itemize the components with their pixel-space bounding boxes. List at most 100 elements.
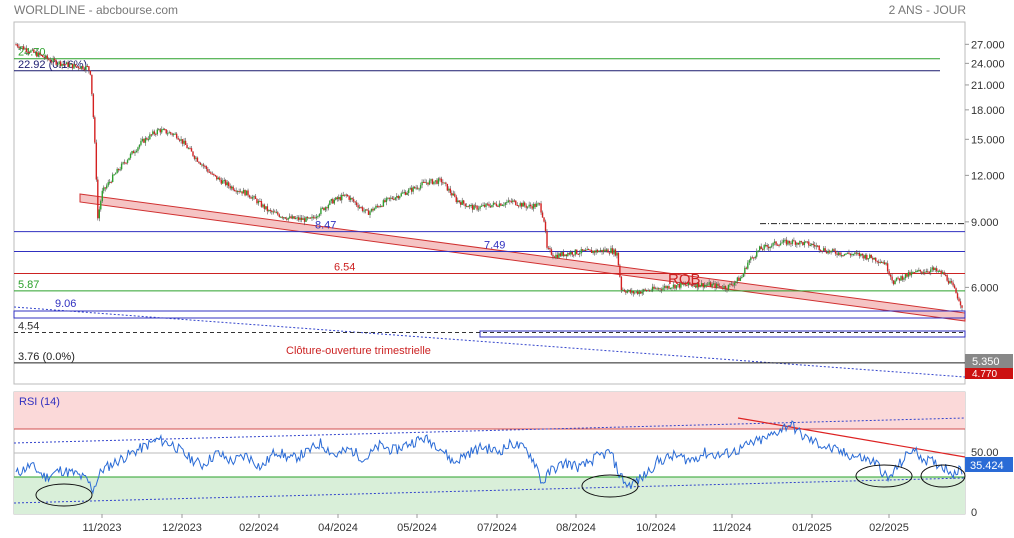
candle-body — [245, 190, 248, 196]
candle-body — [286, 218, 288, 220]
candle-body — [253, 196, 255, 198]
candle-body — [333, 199, 336, 204]
candle-body — [474, 205, 477, 207]
previous-low: 4.770 — [972, 369, 997, 380]
candle-body — [583, 250, 585, 252]
y-tick-label-0: 27.000 — [971, 39, 1005, 51]
candle-body — [302, 218, 304, 220]
candle-body — [546, 231, 548, 248]
candle-body — [137, 147, 139, 151]
candle-body — [434, 180, 437, 182]
candle-body — [599, 249, 602, 252]
candle-body — [443, 182, 446, 184]
candle-body — [949, 281, 951, 284]
candle-body — [280, 216, 282, 218]
candle-body — [287, 217, 289, 220]
candle-body — [355, 202, 358, 206]
candle-body — [629, 289, 632, 293]
candle-body — [558, 253, 560, 258]
candle-body — [37, 52, 40, 57]
candle-body — [336, 197, 338, 200]
candle-body — [910, 272, 913, 276]
candle-body — [825, 251, 828, 254]
candle-body — [880, 261, 883, 263]
candle-body — [53, 58, 56, 61]
candle-body — [729, 283, 731, 285]
candle-body — [498, 203, 501, 207]
candle-body — [574, 249, 576, 255]
candle-body — [849, 253, 852, 256]
candle-body — [693, 285, 695, 287]
candle-body — [288, 216, 291, 218]
candle-body — [214, 174, 217, 176]
candle-body — [590, 249, 593, 253]
candle-body — [863, 255, 865, 259]
candle-body — [46, 55, 48, 59]
candle-body — [757, 250, 759, 252]
x-tick-label-8: 11/2024 — [713, 522, 752, 534]
candle-body — [814, 244, 816, 247]
candle-body — [213, 173, 215, 175]
level-label-8: 3.76 (0.0%) — [18, 351, 75, 363]
candle-body — [724, 286, 727, 290]
candle-body — [699, 286, 701, 288]
candle-body — [232, 186, 234, 191]
candle-body — [650, 290, 652, 292]
candle-body — [48, 58, 50, 60]
candle-body — [422, 181, 425, 183]
candle-body — [416, 187, 419, 189]
candle-body — [101, 190, 103, 202]
candle-body — [712, 283, 715, 285]
candle-body — [134, 152, 136, 154]
candle-body — [399, 196, 401, 199]
candle-body — [248, 195, 251, 198]
candle-body — [873, 257, 875, 260]
candle-body — [463, 200, 465, 204]
candle-body — [869, 254, 871, 259]
candle-body — [55, 60, 57, 65]
candle-body — [193, 155, 196, 159]
candle-body — [645, 289, 648, 292]
candle-body — [79, 68, 81, 70]
candle-body — [49, 59, 51, 62]
candle-body — [241, 191, 243, 194]
rsi-oversold-zone — [14, 477, 965, 514]
candle-body — [120, 163, 123, 170]
candle-body — [607, 249, 609, 253]
candle-body — [580, 249, 582, 254]
candle-body — [376, 205, 379, 207]
candle-body — [129, 153, 132, 158]
candle-body — [28, 52, 31, 54]
candle-body — [207, 168, 209, 172]
candle-body — [695, 285, 697, 288]
candle-body — [562, 251, 565, 257]
candle-body — [781, 242, 783, 244]
candle-body — [733, 282, 736, 286]
candle-body — [565, 254, 568, 257]
candle-body — [100, 201, 102, 210]
support-trend-line — [13, 306, 966, 378]
candle-body — [504, 202, 507, 205]
candle-body — [111, 174, 114, 183]
candle-body — [589, 249, 591, 251]
candle-body — [454, 193, 456, 197]
candle-body — [455, 196, 457, 203]
candle-body — [140, 140, 142, 145]
candle-body — [196, 157, 199, 162]
candle-body — [934, 268, 936, 270]
candle-body — [641, 291, 643, 294]
candle-body — [201, 164, 203, 166]
candle-body — [225, 180, 227, 186]
candle-body — [144, 138, 147, 143]
candle-body — [204, 165, 206, 167]
candle-body — [52, 58, 54, 62]
candle-body — [501, 204, 504, 206]
period-label[interactable]: 2 ANS - JOUR — [888, 3, 966, 17]
candle-body — [811, 243, 813, 246]
candle-body — [845, 253, 847, 255]
candle-body — [366, 209, 368, 211]
y-tick-label-2: 21.000 — [971, 80, 1005, 92]
candle-body — [663, 286, 666, 288]
candle-body — [297, 217, 300, 220]
candle-body — [528, 204, 530, 207]
